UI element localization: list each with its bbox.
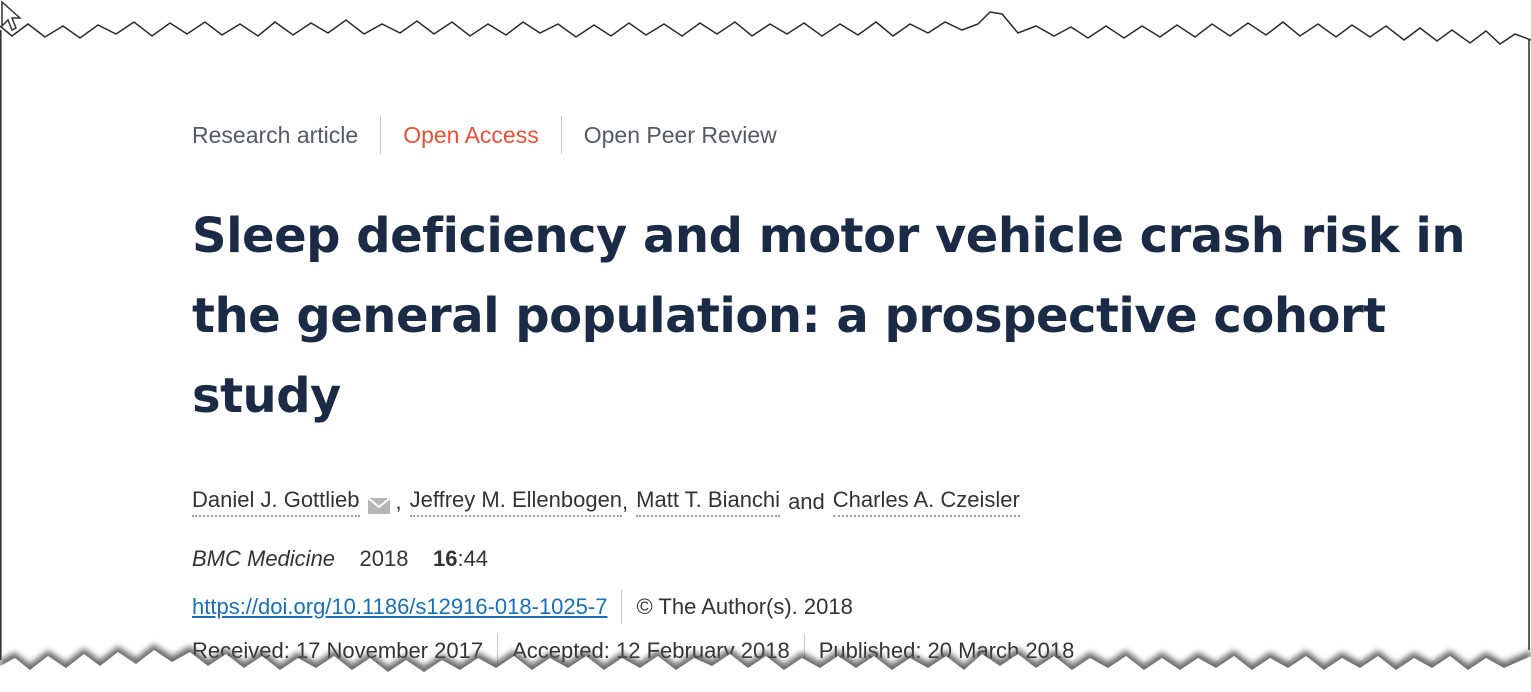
- open-access-badge[interactable]: Open Access: [403, 121, 539, 148]
- open-peer-review-link[interactable]: Open Peer Review: [583, 121, 777, 148]
- citation-line: BMC Medicine 2018 16:44: [192, 546, 488, 572]
- author-link[interactable]: Daniel J. Gottlieb: [192, 487, 360, 517]
- citation-spacer: [341, 546, 353, 571]
- article-type: Research article: [192, 121, 359, 148]
- author-conjunction: and: [788, 489, 825, 514]
- article-tags: Research article Open Access Open Peer R…: [192, 116, 777, 154]
- accepted-date: Accepted: 12 February 2018: [512, 638, 790, 663]
- tag-divider: [380, 116, 382, 154]
- article-number: :44: [457, 546, 489, 571]
- journal-name: BMC Medicine: [192, 546, 336, 571]
- doi-link[interactable]: https://doi.org/10.1186/s12916-018-1025-…: [192, 594, 608, 619]
- published-date: Published: 20 March 2018: [818, 638, 1075, 663]
- article-dates: Received: 17 November 2017 Accepted: 12 …: [192, 634, 1074, 668]
- copyright-notice: © The Author(s). 2018: [636, 594, 853, 619]
- date-divider: [497, 634, 499, 668]
- doi-divider: [621, 590, 623, 624]
- mail-icon[interactable]: [366, 494, 391, 514]
- received-date: Received: 17 November 2017: [192, 638, 484, 663]
- citation-spacer: [415, 546, 427, 571]
- author-link[interactable]: Matt T. Bianchi: [636, 487, 781, 517]
- author-list: Daniel J. Gottlieb , Jeffrey M. Ellenbog…: [192, 487, 1020, 517]
- doi-line: https://doi.org/10.1186/s12916-018-1025-…: [192, 590, 853, 624]
- volume-number: 16: [432, 546, 458, 571]
- article-title: Sleep deficiency and motor vehicle crash…: [192, 208, 1466, 424]
- cursor-icon: [1, 0, 22, 32]
- publication-year: 2018: [359, 546, 409, 571]
- author-separator: ,: [622, 489, 629, 514]
- tag-divider: [560, 116, 562, 154]
- author-separator: ,: [395, 489, 402, 514]
- date-divider: [803, 634, 805, 668]
- author-link[interactable]: Charles A. Czeisler: [832, 487, 1020, 517]
- author-link[interactable]: Jeffrey M. Ellenbogen: [409, 487, 623, 517]
